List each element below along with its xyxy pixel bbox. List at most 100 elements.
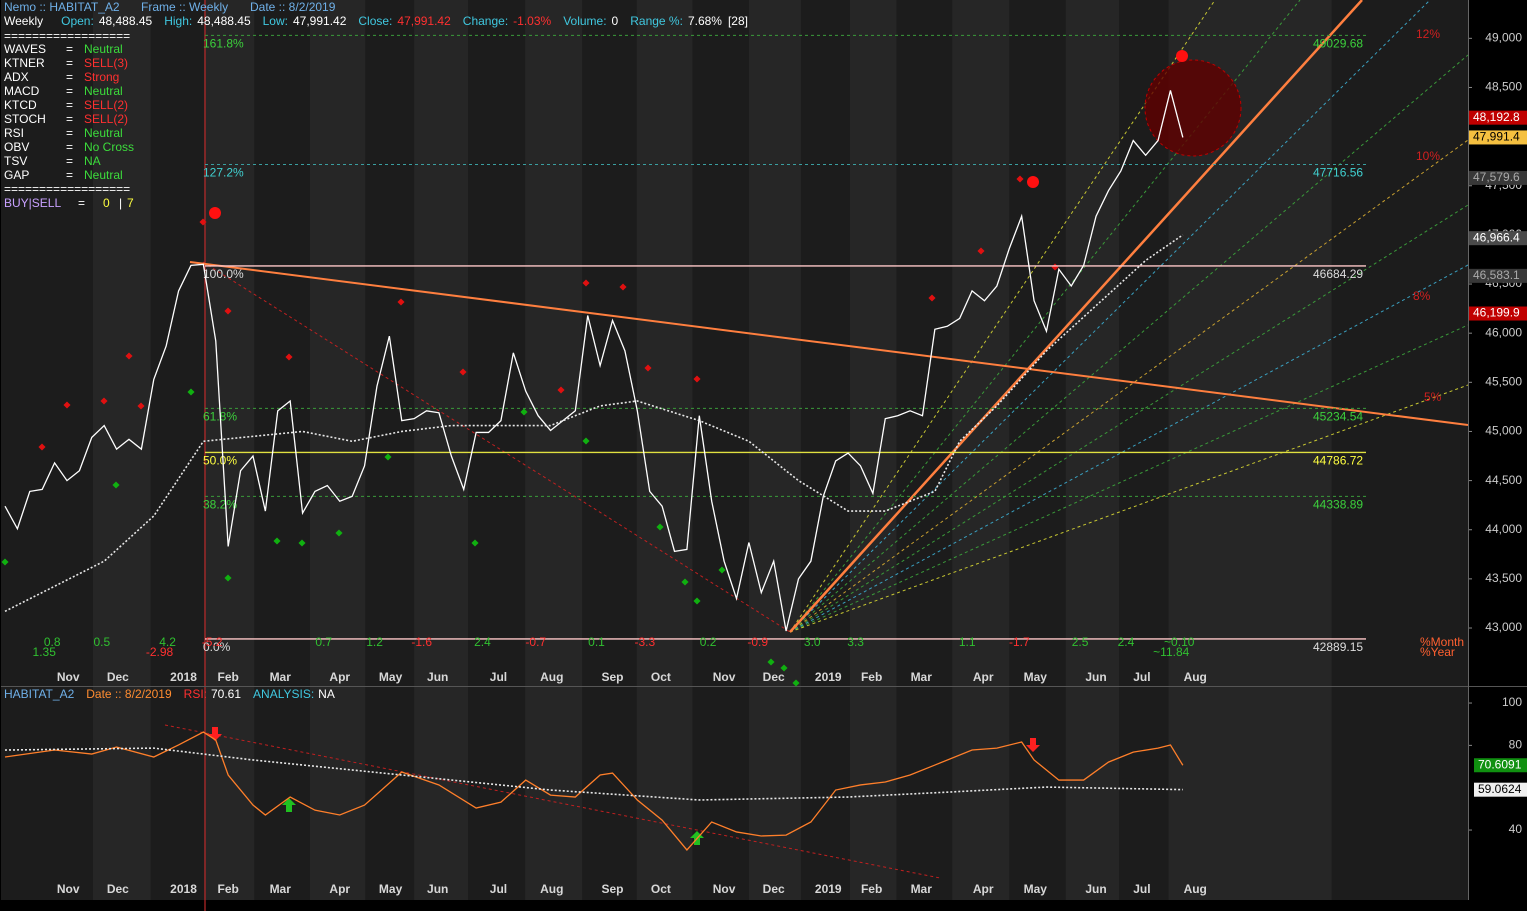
signal-dot xyxy=(656,523,664,531)
signal-dot xyxy=(397,298,405,306)
fan-label: 10% xyxy=(1416,149,1440,163)
header-text: Nemo :: HABITAT_A2 xyxy=(4,0,120,14)
header-field-value: 7.68% xyxy=(688,14,722,28)
month-band xyxy=(309,0,366,706)
signal-dot xyxy=(100,397,108,405)
price-marker-label: 47,991.4 xyxy=(1473,130,1520,144)
fib-label: 38.2% xyxy=(203,498,237,512)
price-marker xyxy=(1469,110,1527,125)
month-change: 2.4 xyxy=(1118,635,1135,649)
x-tick-label: 2018 xyxy=(170,882,197,896)
signal-dot xyxy=(792,679,800,687)
x-tick-label: Oct xyxy=(651,670,671,684)
month-change: -3.3 xyxy=(635,635,656,649)
buy-arrow xyxy=(282,798,296,812)
header-count: [28] xyxy=(728,14,748,28)
price-marker-label: 46,966.4 xyxy=(1473,230,1520,244)
indicator-eq: = xyxy=(66,140,73,154)
month-change: -5.2 xyxy=(202,635,223,649)
x-tick-label: Apr xyxy=(973,670,994,684)
series-line xyxy=(4,234,1184,613)
panel-backgrounds xyxy=(1,0,1468,900)
indicator-eq: = xyxy=(66,42,73,56)
indicator-name: KTNER xyxy=(4,56,45,70)
signal-dot xyxy=(125,352,133,360)
month-change: -0.9 xyxy=(747,635,768,649)
rsi-header-text: Date :: 8/2/2019 xyxy=(86,687,172,701)
y-tick-label: 43,000 xyxy=(1485,620,1522,634)
fib-value: 44338.89 xyxy=(1313,498,1363,512)
y-tick-label: 44,000 xyxy=(1485,522,1522,536)
x-tick-label: Feb xyxy=(217,670,238,684)
indicator-eq: = xyxy=(66,70,73,84)
x-tick-label: May xyxy=(379,882,403,896)
month-band xyxy=(849,0,897,706)
signal-dot xyxy=(780,664,788,672)
month-band xyxy=(1168,688,1332,900)
fan-line xyxy=(789,0,1216,633)
month-band xyxy=(636,688,693,900)
signal-dot xyxy=(644,364,652,372)
indicator-status: Neutral xyxy=(84,84,123,98)
price-marker xyxy=(1469,306,1527,321)
x-tick-label: Aug xyxy=(1184,670,1207,684)
signal-dot xyxy=(187,388,195,396)
month-band xyxy=(414,688,469,900)
x-tick-label: Feb xyxy=(217,882,238,896)
change-legend: %Year xyxy=(1420,645,1455,659)
fan-label: 8% xyxy=(1413,289,1431,303)
rsi-header-text: 70.61 xyxy=(211,687,241,701)
summary-sell: 7 xyxy=(127,196,134,210)
indicator-status: Neutral xyxy=(84,126,123,140)
fan-line xyxy=(789,384,1469,633)
signal-dot xyxy=(693,375,701,383)
year-change: ~11.84 xyxy=(1153,645,1189,659)
header-field-label: Close: xyxy=(358,14,392,28)
x-tick-label: Nov xyxy=(713,670,736,684)
indicator-eq: = xyxy=(66,168,73,182)
header-field-label: Volume: xyxy=(563,14,606,28)
x-tick-label: Nov xyxy=(57,882,80,896)
fan-line xyxy=(789,204,1469,633)
x-tick-label: 2019 xyxy=(815,670,842,684)
signal-dot xyxy=(977,247,985,255)
fan-label: 5% xyxy=(1424,390,1442,404)
price-marker-label: 46,583.1 xyxy=(1473,268,1520,282)
x-tick-label: Dec xyxy=(763,670,785,684)
fib-label: 100.0% xyxy=(203,267,244,281)
month-change: 0.2 xyxy=(700,635,717,649)
indicator-status: SELL(2) xyxy=(84,112,128,126)
indicator-name: MACD xyxy=(4,84,40,98)
value-marker-label: 59.0624 xyxy=(1478,782,1522,796)
month-change: 0.1 xyxy=(588,635,605,649)
header-field-value: 48,488.45 xyxy=(99,14,153,28)
x-tick-label: Aug xyxy=(540,670,563,684)
fan-line xyxy=(789,264,1469,633)
x-tick-label: Jun xyxy=(427,882,448,896)
x-tick-label: Aug xyxy=(1184,882,1207,896)
rsi-header-text: RSI: xyxy=(184,687,207,701)
header-field-label: Open: xyxy=(61,14,94,28)
signal-dot xyxy=(335,529,343,537)
x-tick-label: Aug xyxy=(540,882,563,896)
rsi-header-text: ANALYSIS: xyxy=(253,687,314,701)
rsi-header-text: NA xyxy=(318,687,335,701)
signal-dot xyxy=(38,443,46,451)
month-change: 2.5 xyxy=(1072,635,1089,649)
month-band xyxy=(309,688,366,900)
fib-label: 161.8% xyxy=(203,37,244,51)
indicator-status: No Cross xyxy=(84,140,134,154)
signal-dot xyxy=(471,539,479,547)
trend-line xyxy=(189,261,1469,426)
x-tick-label: Nov xyxy=(57,670,80,684)
month-change: 2.4 xyxy=(474,635,491,649)
x-tick-label: Feb xyxy=(861,882,882,896)
x-tick-label: Apr xyxy=(329,670,350,684)
month-change: 3.3 xyxy=(847,635,864,649)
x-tick-label: Jul xyxy=(1133,882,1150,896)
year-change: 1.35 xyxy=(33,645,57,659)
y-tick-label: 80 xyxy=(1509,738,1523,752)
signal-dot xyxy=(718,566,726,574)
indicator-name: RSI xyxy=(4,126,24,140)
signal-dot xyxy=(298,539,306,547)
